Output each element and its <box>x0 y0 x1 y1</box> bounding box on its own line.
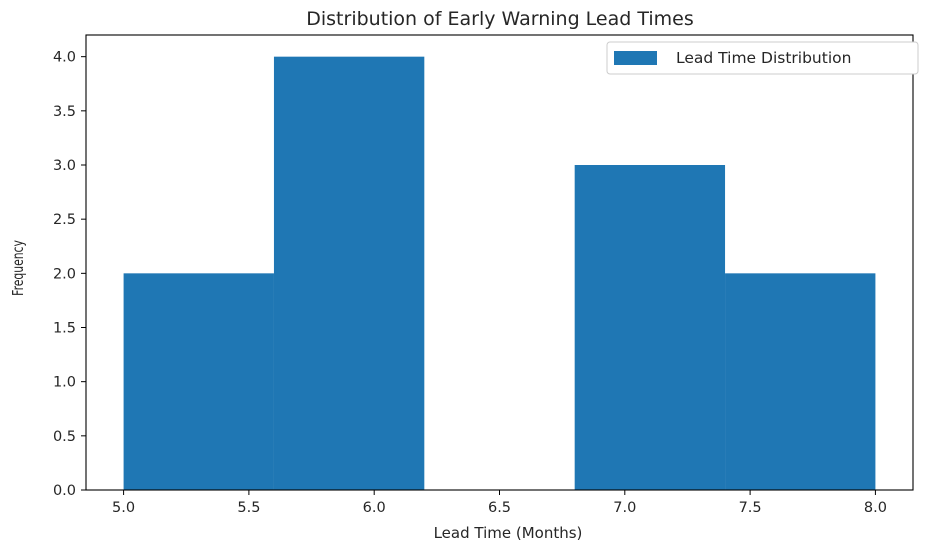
x-axis-label: Lead Time (Months) <box>434 524 583 542</box>
x-tick-label: 7.5 <box>739 500 762 516</box>
y-tick-label: 2.0 <box>53 266 76 282</box>
histogram-bar <box>725 273 876 490</box>
chart-title: Distribution of Early Warning Lead Times <box>306 8 694 30</box>
y-tick-label: 1.5 <box>53 321 76 337</box>
x-tick-label: 5.0 <box>112 500 135 516</box>
bars-group <box>123 56 876 491</box>
y-tick-label: 3.5 <box>53 104 76 120</box>
x-tick-label: 6.0 <box>363 500 386 516</box>
histogram-bar <box>273 56 425 491</box>
y-tick-label: 0.5 <box>53 429 76 445</box>
plot-frame <box>85 34 914 491</box>
y-axis-ticks: 0.0 0.5 1.0 1.5 2.0 2.5 3.0 3.5 4.0 <box>53 50 86 499</box>
legend-swatch <box>614 51 657 65</box>
histogram-bar <box>123 273 274 490</box>
y-tick-label: 2.5 <box>53 212 76 228</box>
x-tick-label: 8.0 <box>864 500 887 516</box>
y-tick-label: 0.0 <box>53 483 76 499</box>
y-tick-label: 4.0 <box>53 50 76 66</box>
x-tick-label: 7.0 <box>613 500 636 516</box>
x-tick-label: 5.5 <box>237 500 260 516</box>
legend: Lead Time Distribution <box>606 41 919 75</box>
histogram-bar <box>574 165 726 490</box>
legend-label: Lead Time Distribution <box>676 49 851 67</box>
x-axis-ticks: 5.0 5.5 6.0 6.5 7.0 7.5 8.0 <box>112 490 887 516</box>
y-axis-label: Frequency <box>10 240 27 296</box>
x-tick-label: 6.5 <box>488 500 511 516</box>
y-tick-label: 3.0 <box>53 158 76 174</box>
y-tick-label: 1.0 <box>53 375 76 391</box>
legend-box <box>606 41 919 75</box>
